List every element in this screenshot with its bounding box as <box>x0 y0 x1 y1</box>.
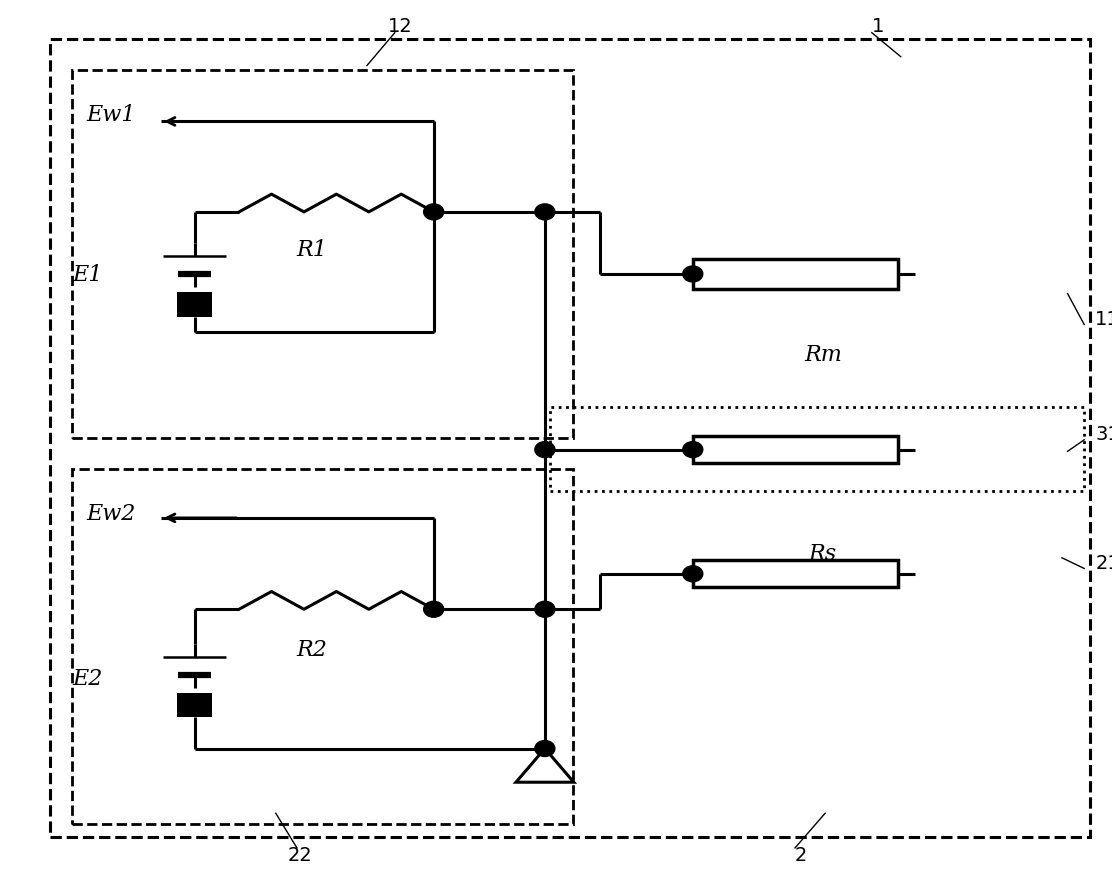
Circle shape <box>535 442 555 458</box>
Circle shape <box>424 602 444 618</box>
Text: 21: 21 <box>1095 553 1112 572</box>
Circle shape <box>535 602 555 618</box>
Text: Ew1: Ew1 <box>87 105 136 126</box>
Circle shape <box>683 442 703 458</box>
Text: R1: R1 <box>296 239 327 261</box>
Text: 2: 2 <box>794 845 807 865</box>
Text: E1: E1 <box>72 264 102 285</box>
Text: 11: 11 <box>1095 309 1112 329</box>
Text: 31: 31 <box>1095 424 1112 444</box>
Bar <box>72 470 573 824</box>
Bar <box>693 437 898 463</box>
Text: 22: 22 <box>288 845 312 865</box>
Bar <box>177 292 212 317</box>
Circle shape <box>683 566 703 582</box>
Text: 12: 12 <box>388 17 413 36</box>
Text: E2: E2 <box>72 667 102 688</box>
Circle shape <box>683 267 703 283</box>
Bar <box>177 693 212 718</box>
Bar <box>72 71 573 439</box>
Text: R2: R2 <box>296 638 327 660</box>
Text: Rm: Rm <box>804 344 842 365</box>
Circle shape <box>535 205 555 221</box>
Bar <box>693 260 898 290</box>
Bar <box>693 561 898 587</box>
Text: Rs: Rs <box>808 543 837 564</box>
Text: 1: 1 <box>872 17 885 36</box>
Bar <box>550 408 1084 492</box>
Circle shape <box>535 741 555 757</box>
Circle shape <box>424 205 444 221</box>
Text: Ew2: Ew2 <box>87 503 136 525</box>
